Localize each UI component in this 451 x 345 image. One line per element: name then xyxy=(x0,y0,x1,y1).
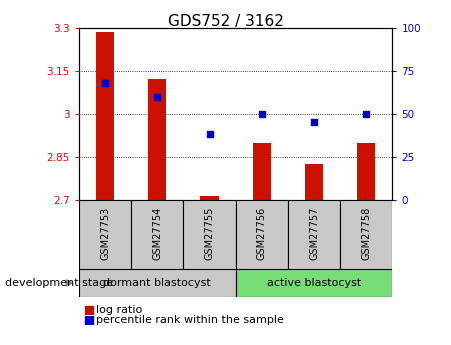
Text: GSM27754: GSM27754 xyxy=(152,207,162,260)
Bar xyxy=(236,269,392,297)
Bar xyxy=(131,200,184,269)
Bar xyxy=(236,200,288,269)
Bar xyxy=(79,200,131,269)
Bar xyxy=(288,200,340,269)
Point xyxy=(206,131,213,137)
Text: GSM27756: GSM27756 xyxy=(257,207,267,260)
Text: GSM27757: GSM27757 xyxy=(309,207,319,260)
Point xyxy=(85,307,93,313)
Text: GSM27758: GSM27758 xyxy=(361,207,371,260)
Bar xyxy=(200,196,219,200)
Point xyxy=(310,120,318,125)
Bar xyxy=(148,79,166,200)
Bar xyxy=(253,142,271,200)
Bar xyxy=(96,32,114,200)
Text: active blastocyst: active blastocyst xyxy=(267,278,361,288)
Text: log ratio: log ratio xyxy=(96,305,143,315)
Point xyxy=(363,111,370,117)
Bar xyxy=(340,200,392,269)
Bar xyxy=(357,142,375,200)
Text: GSM27753: GSM27753 xyxy=(100,207,110,260)
Point xyxy=(85,317,93,323)
Point xyxy=(101,80,109,86)
Bar xyxy=(305,164,323,200)
Text: percentile rank within the sample: percentile rank within the sample xyxy=(96,315,284,325)
Point xyxy=(258,111,265,117)
Point xyxy=(154,94,161,99)
Bar xyxy=(184,200,236,269)
Text: dormant blastocyst: dormant blastocyst xyxy=(103,278,211,288)
Text: GSM27755: GSM27755 xyxy=(204,207,215,260)
Text: GDS752 / 3162: GDS752 / 3162 xyxy=(168,14,283,29)
Text: development stage: development stage xyxy=(5,278,113,288)
Bar xyxy=(79,269,236,297)
